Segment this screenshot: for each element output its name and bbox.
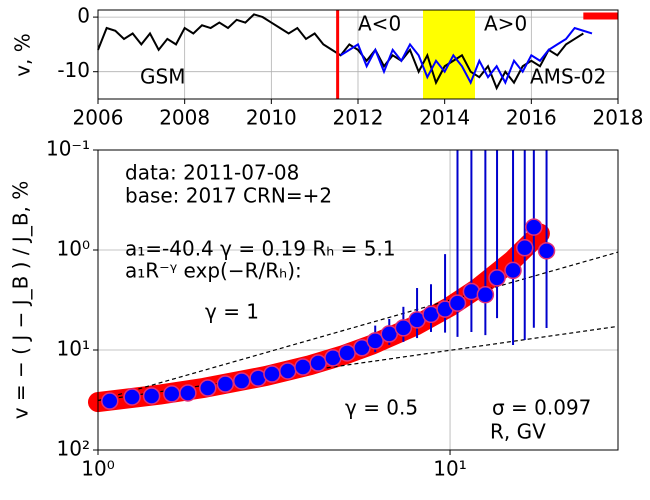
x-tick-label: 10⁰	[81, 457, 114, 481]
annotation: γ = 0.5	[345, 396, 418, 420]
x-tick-label: 2018	[593, 106, 644, 130]
data-point	[488, 269, 506, 287]
y-tick-label: 10⁻¹	[46, 137, 90, 161]
data-point	[232, 372, 251, 390]
x-tick-label: 2006	[73, 106, 124, 130]
data-point	[101, 392, 119, 410]
annotation: σ = 0.097	[492, 396, 591, 420]
data-point	[179, 384, 197, 402]
annotation: base: 2017 CRN=+2	[125, 184, 332, 208]
annotation: γ = 1	[205, 300, 259, 324]
x-tick-label: 2014	[419, 106, 470, 130]
data-point	[142, 387, 161, 405]
annotation: data: 2011-07-08	[125, 161, 299, 185]
data-point	[123, 388, 141, 406]
data-point	[366, 332, 384, 350]
y-axis-label: v, %	[11, 33, 35, 77]
annotation: a₁R⁻ᵞ exp(−R/Rₕ):	[125, 259, 302, 283]
guide-line	[97, 251, 619, 402]
x-tick-label: 10¹	[433, 457, 466, 481]
y-tick-label: 10¹	[57, 337, 90, 361]
x-tick-label: 2016	[506, 106, 557, 130]
x-axis-label: R, GV	[490, 420, 546, 444]
data-point	[163, 385, 181, 403]
data-point	[394, 319, 413, 337]
data-point	[504, 261, 522, 280]
highlight-span	[423, 10, 475, 99]
annotation: a₁=-40.4 γ = 0.19 Rₕ = 5.1	[125, 237, 396, 261]
data-point	[525, 218, 543, 236]
legend-label: AMS-02	[530, 65, 606, 89]
y-axis-label: v = − ( J − J_B ) / J_B, %	[9, 181, 33, 420]
series-line	[340, 26, 593, 86]
data-point	[448, 294, 467, 312]
data-point	[279, 362, 297, 380]
axes-frame	[97, 149, 619, 451]
data-point	[338, 344, 356, 362]
data-point	[476, 285, 495, 304]
data-point	[309, 354, 327, 372]
data-point	[537, 242, 556, 260]
data-point	[216, 375, 235, 393]
data-point	[294, 358, 312, 376]
annotation: A<0	[358, 12, 401, 36]
y-tick-label: 10²	[57, 437, 90, 461]
x-tick-label: 2012	[333, 106, 384, 130]
legend-label: GSM	[140, 65, 185, 89]
y-tick-label: -10	[57, 58, 90, 82]
data-point	[198, 379, 217, 397]
data-point	[263, 365, 281, 383]
y-tick-label: 0	[77, 4, 90, 28]
y-tick-label: 10⁰	[57, 237, 90, 261]
annotation: A>0	[484, 12, 527, 36]
axes-frame	[97, 9, 619, 100]
x-tick-label: 2010	[246, 106, 297, 130]
data-point	[515, 239, 534, 257]
x-tick-label: 2008	[159, 106, 210, 130]
